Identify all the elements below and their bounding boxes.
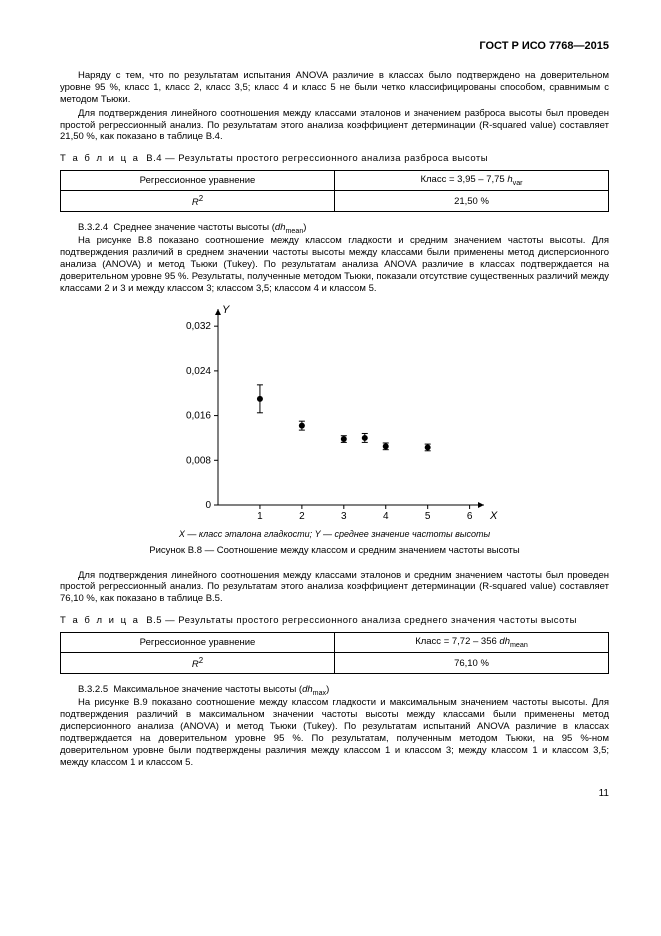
figure-b8-caption: Рисунок В.8 — Соотношение между классом … xyxy=(60,545,609,556)
svg-text:5: 5 xyxy=(424,511,430,522)
figure-b8-chart: 1 2 3 4 5 6 0 0,008 0,016 0,024 0,032 X Y xyxy=(170,303,500,523)
table-row: R2 21,50 % xyxy=(61,191,609,212)
svg-text:0,032: 0,032 xyxy=(185,321,210,332)
page-number: 11 xyxy=(60,788,609,799)
svg-text:0: 0 xyxy=(205,500,211,511)
svg-text:2: 2 xyxy=(299,511,305,522)
table-b5: Регрессионное уравнение Класс = 7,72 – 3… xyxy=(60,632,609,674)
svg-text:0,024: 0,024 xyxy=(185,365,210,376)
section-b325: В.3.2.5 Максимальное значение частоты вы… xyxy=(60,684,609,697)
paragraph-2: Для подтверждения линейного соотношения … xyxy=(60,108,609,144)
paragraph-1: Наряду с тем, что по результатам испытан… xyxy=(60,70,609,106)
paragraph-3: На рисунке В.8 показано соотношение межд… xyxy=(60,235,609,294)
table-b5-caption: Т а б л и ц а В.5 — Результаты простого … xyxy=(60,615,609,626)
table-row: R2 76,10 % xyxy=(61,653,609,674)
table-row: Регрессионное уравнение Класс = 7,72 – 3… xyxy=(61,633,609,653)
table-b4: Регрессионное уравнение Класс = 3,95 – 7… xyxy=(60,170,609,212)
table-b4-caption: Т а б л и ц а В.4 — Результаты простого … xyxy=(60,153,609,164)
table-row: Регрессионное уравнение Класс = 3,95 – 7… xyxy=(61,171,609,191)
svg-text:6: 6 xyxy=(466,511,472,522)
document-id: ГОСТ Р ИСО 7768—2015 xyxy=(60,40,609,52)
axis-legend: X — класс эталона гладкости; Y — среднее… xyxy=(60,529,609,539)
svg-text:3: 3 xyxy=(341,511,347,522)
section-b324: В.3.2.4 Среднее значение частоты высоты … xyxy=(60,222,609,235)
svg-text:1: 1 xyxy=(257,511,263,522)
scatter-chart-svg: 1 2 3 4 5 6 0 0,008 0,016 0,024 0,032 X Y xyxy=(170,303,500,523)
paragraph-4: Для подтверждения линейного соотношения … xyxy=(60,570,609,606)
svg-text:0,016: 0,016 xyxy=(185,410,210,421)
paragraph-5: На рисунке В.9 показано соотношение межд… xyxy=(60,697,609,768)
svg-text:Y: Y xyxy=(222,304,230,316)
svg-text:X: X xyxy=(489,510,498,522)
svg-text:4: 4 xyxy=(382,511,388,522)
svg-text:0,008: 0,008 xyxy=(185,455,210,466)
